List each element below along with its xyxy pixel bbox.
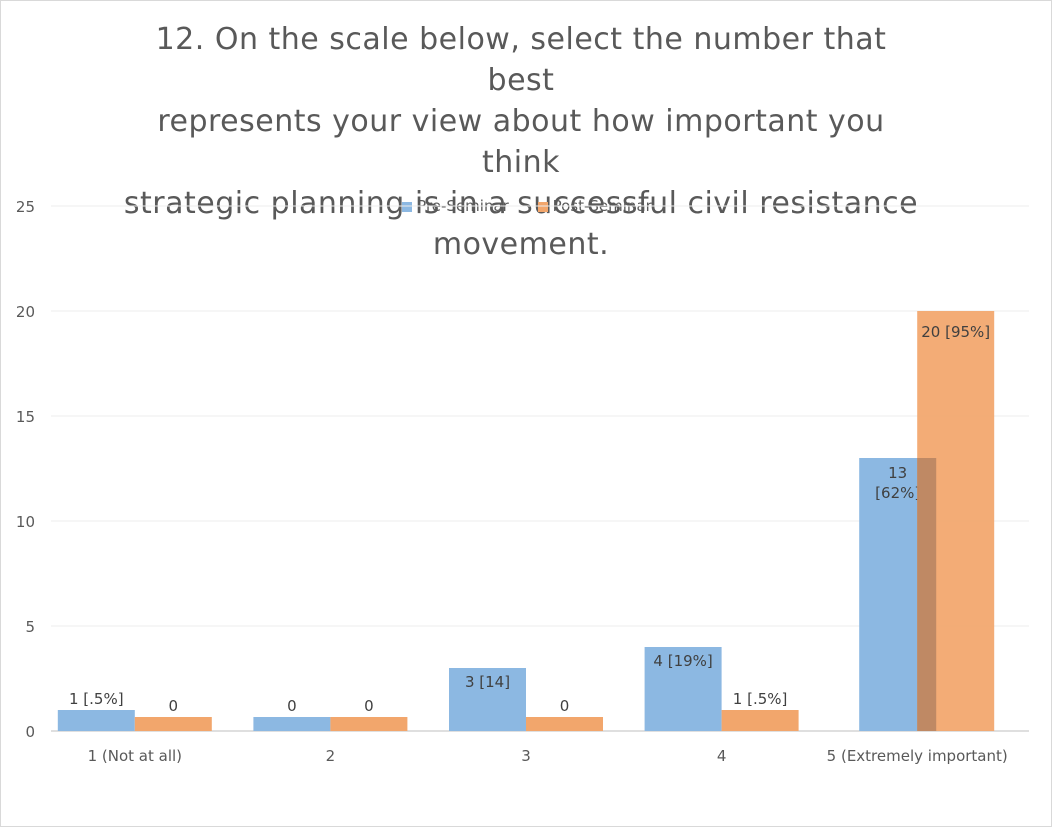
y-tick-label: 0 xyxy=(25,723,35,741)
bar-post-seminar xyxy=(526,717,603,731)
chart-title-line-3: strategic planning is in a successful ci… xyxy=(123,186,919,221)
x-category-label: 4 xyxy=(717,747,727,765)
bar-post-seminar xyxy=(134,717,212,731)
data-label-post-seminar: 1 [.5%] xyxy=(733,690,788,708)
data-label-pre-seminar: 13 [62%] xyxy=(875,464,920,502)
data-label-post-seminar: 0 xyxy=(560,697,570,715)
bar-post-seminar xyxy=(721,710,799,731)
chart-title: 12. On the scale below, select the numbe… xyxy=(121,19,921,265)
chart-title-line-1: 12. On the scale below, select the numbe… xyxy=(155,22,887,98)
bar-pre-seminar xyxy=(449,668,526,731)
y-tick-label: 20 xyxy=(16,303,35,321)
chart-title-line-4: movement. xyxy=(432,227,610,262)
y-tick-label: 25 xyxy=(16,198,35,216)
x-category-label: 5 (Extremely important) xyxy=(827,747,1008,765)
bar-pre-seminar xyxy=(644,647,722,731)
data-label-pre-seminar: 0 xyxy=(287,697,297,715)
chart-title-line-2: represents your view about how important… xyxy=(157,104,885,180)
bar-pre-seminar xyxy=(253,717,331,731)
x-category-label: 3 xyxy=(521,747,531,765)
x-category-label: 2 xyxy=(326,747,336,765)
y-tick-label: 10 xyxy=(16,513,35,531)
legend-swatch-post-seminar xyxy=(537,202,548,212)
legend-swatch-pre-seminar xyxy=(402,202,413,212)
y-tick-label: 15 xyxy=(16,408,35,426)
data-label-pre-seminar: 1 [.5%] xyxy=(69,690,124,708)
bar-pre-seminar xyxy=(57,710,135,731)
data-label-post-seminar: 20 [95%] xyxy=(921,323,990,341)
bar-overlap-shade xyxy=(917,458,937,731)
data-label-post-seminar: 0 xyxy=(169,697,179,715)
x-category-label: 1 (Not at all) xyxy=(88,747,182,765)
y-tick-label: 5 xyxy=(25,618,35,636)
data-label-pre-seminar: 4 [19%] xyxy=(653,652,712,670)
data-label-pre-seminar: 3 [14] xyxy=(465,673,510,691)
bar-post-seminar xyxy=(330,717,408,731)
data-label-post-seminar: 0 xyxy=(364,697,374,715)
